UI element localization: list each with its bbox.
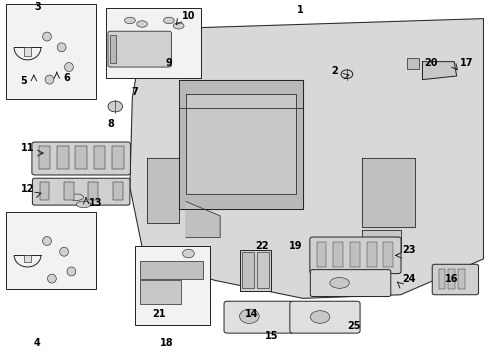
Text: 2: 2 (331, 66, 337, 76)
Text: 13: 13 (89, 198, 102, 208)
Bar (242, 252, 254, 288)
FancyBboxPatch shape (431, 264, 478, 295)
Bar (457, 269, 464, 289)
Bar (140, 261, 203, 279)
Bar (256, 252, 268, 288)
Ellipse shape (42, 237, 51, 246)
FancyBboxPatch shape (32, 178, 130, 205)
Polygon shape (178, 80, 303, 209)
Ellipse shape (45, 75, 54, 84)
Ellipse shape (67, 267, 76, 276)
Polygon shape (147, 158, 178, 223)
Bar (383, 242, 392, 267)
Polygon shape (361, 230, 400, 252)
FancyBboxPatch shape (289, 301, 359, 333)
Ellipse shape (64, 63, 73, 72)
Text: 10: 10 (182, 11, 195, 21)
Text: 24: 24 (402, 274, 415, 284)
Text: 17: 17 (459, 58, 472, 68)
Ellipse shape (310, 311, 329, 323)
Text: 23: 23 (402, 245, 415, 255)
Bar (5, 4, 96, 99)
Text: 7: 7 (131, 87, 138, 97)
Bar (135, 246, 210, 325)
Text: 5: 5 (20, 76, 27, 86)
Bar (349, 242, 359, 267)
Bar (239, 250, 271, 291)
FancyBboxPatch shape (310, 270, 390, 297)
Text: 16: 16 (444, 274, 458, 284)
Polygon shape (361, 158, 414, 227)
Text: 21: 21 (152, 310, 165, 319)
Text: 4: 4 (34, 338, 41, 348)
Bar (366, 242, 376, 267)
Text: 12: 12 (20, 184, 34, 194)
Ellipse shape (42, 32, 51, 41)
Text: 15: 15 (264, 331, 278, 341)
FancyBboxPatch shape (108, 31, 171, 67)
Bar (112, 146, 123, 169)
Bar (438, 269, 445, 289)
Text: 19: 19 (288, 241, 302, 251)
Ellipse shape (137, 21, 147, 27)
Bar (39, 146, 50, 169)
Text: 14: 14 (244, 310, 258, 319)
Text: 9: 9 (165, 58, 172, 68)
Bar (105, 8, 200, 78)
Ellipse shape (124, 17, 135, 24)
Ellipse shape (329, 278, 348, 288)
Text: 18: 18 (160, 338, 173, 348)
FancyBboxPatch shape (224, 301, 294, 333)
FancyBboxPatch shape (32, 142, 130, 175)
Bar (75, 146, 87, 169)
Bar (24, 47, 31, 56)
Bar (447, 269, 454, 289)
Bar (93, 146, 105, 169)
Polygon shape (130, 19, 483, 298)
Text: 1: 1 (297, 5, 304, 15)
Circle shape (108, 101, 122, 112)
Ellipse shape (239, 309, 259, 323)
Polygon shape (185, 202, 220, 237)
Ellipse shape (47, 274, 56, 283)
FancyBboxPatch shape (309, 237, 400, 274)
Bar (88, 182, 98, 200)
Text: 22: 22 (254, 241, 268, 251)
Ellipse shape (173, 23, 183, 29)
Bar (113, 182, 122, 200)
Text: 6: 6 (63, 73, 70, 83)
Circle shape (182, 249, 194, 258)
Ellipse shape (163, 17, 174, 24)
Bar (5, 212, 96, 289)
Bar (406, 58, 418, 69)
Ellipse shape (57, 43, 66, 52)
Bar (110, 35, 116, 63)
Ellipse shape (76, 201, 91, 208)
Bar (24, 255, 31, 262)
Ellipse shape (69, 194, 83, 201)
Bar (57, 146, 69, 169)
Bar (40, 182, 49, 200)
Bar (333, 242, 343, 267)
Text: 25: 25 (347, 321, 360, 331)
Bar (316, 242, 326, 267)
Text: 20: 20 (423, 58, 437, 68)
Bar (64, 182, 74, 200)
Text: 11: 11 (20, 143, 34, 153)
Polygon shape (422, 62, 456, 80)
Ellipse shape (60, 247, 68, 256)
Text: 3: 3 (34, 2, 41, 12)
Text: 8: 8 (107, 120, 114, 130)
Bar (140, 280, 181, 304)
Polygon shape (185, 94, 295, 194)
